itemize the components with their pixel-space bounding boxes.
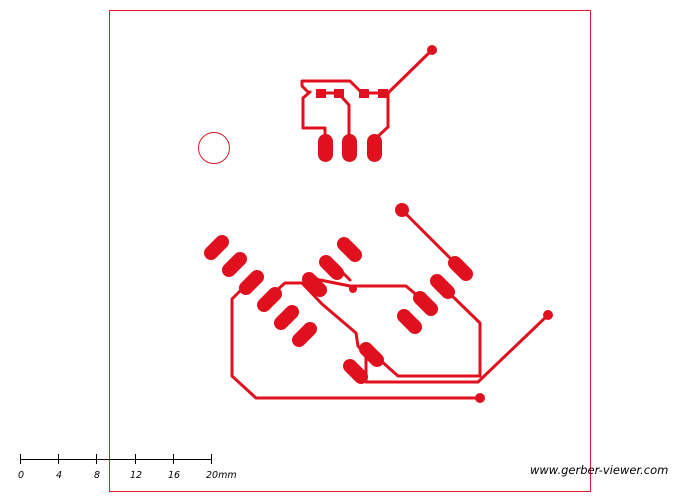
scale-label: 4 — [56, 470, 62, 481]
oval-pad — [359, 342, 384, 367]
oval-pad — [397, 309, 422, 334]
via — [475, 393, 485, 403]
oval-pad — [222, 252, 247, 277]
trace — [386, 48, 434, 95]
via — [543, 310, 553, 320]
smd-pad — [316, 89, 326, 98]
scale-label: 8 — [94, 470, 100, 481]
oval-pad — [319, 255, 344, 280]
scale-label: 0 — [18, 470, 24, 481]
trace — [369, 286, 482, 378]
oval-pad — [292, 322, 317, 347]
trace — [300, 79, 364, 95]
oval-pad — [337, 237, 362, 262]
oval-pad — [204, 235, 229, 260]
mounting-hole-icon — [198, 132, 230, 164]
scale-label: 16 — [168, 470, 180, 481]
site-credit[interactable]: www.gerber-viewer.com — [530, 463, 669, 477]
oval-pad — [318, 134, 333, 162]
oval-pad — [342, 134, 357, 162]
oval-pad — [367, 134, 382, 162]
scale-label: 20mm — [206, 470, 237, 481]
trace — [338, 93, 351, 150]
upper-circuit — [300, 45, 437, 162]
oval-pad — [413, 291, 438, 316]
oval-pad — [274, 305, 299, 330]
scale-label: 12 — [130, 470, 142, 481]
lower-circuit — [204, 203, 553, 403]
oval-pad — [302, 272, 327, 297]
smd-pad — [359, 89, 369, 98]
trace — [230, 279, 482, 400]
oval-pad — [257, 287, 282, 312]
via — [349, 285, 357, 293]
smd-pad — [378, 89, 388, 98]
oval-pad — [239, 270, 264, 295]
trace — [266, 281, 550, 384]
oval-pad — [448, 256, 473, 281]
oval-pad — [343, 359, 368, 384]
trace — [308, 276, 428, 305]
via — [395, 203, 409, 217]
via — [427, 45, 437, 55]
smd-pad — [334, 89, 344, 98]
board-outline — [109, 10, 591, 492]
scale-bar: 0 4 8 12 16 20mm — [18, 454, 237, 481]
oval-pad — [430, 274, 455, 299]
